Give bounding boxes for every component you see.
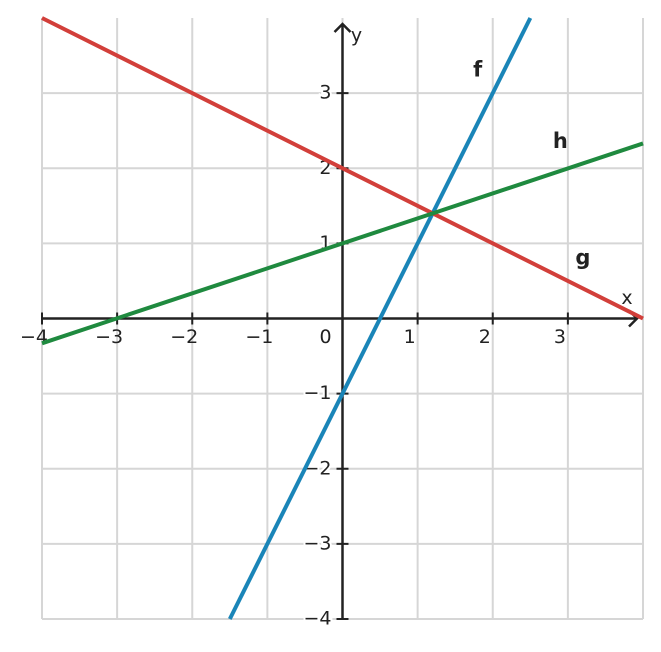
y-tick-label: 3 — [319, 82, 331, 104]
series-label: h — [553, 129, 568, 153]
x-tick-label: −4 — [20, 326, 48, 348]
y-tick-label: −3 — [303, 532, 331, 554]
x-tick-label: 1 — [404, 326, 416, 348]
series-label: f — [473, 58, 483, 82]
x-axis-label: x — [621, 287, 632, 309]
x-tick-label: −2 — [170, 326, 198, 348]
x-tick-label: 2 — [479, 326, 491, 348]
x-tick-label: −3 — [95, 326, 123, 348]
line — [228, 17, 533, 620]
line — [41, 141, 644, 346]
x-tick-label: −1 — [245, 326, 273, 348]
y-axis-label: y — [351, 25, 362, 47]
x-tick-label: 0 — [319, 326, 331, 348]
y-axis-arrow — [333, 22, 352, 33]
series-label: g — [575, 245, 590, 269]
y-tick-label: −4 — [303, 608, 331, 630]
x-tick-label: 3 — [554, 326, 566, 348]
y-tick-label: −1 — [303, 382, 331, 404]
line — [41, 16, 644, 321]
